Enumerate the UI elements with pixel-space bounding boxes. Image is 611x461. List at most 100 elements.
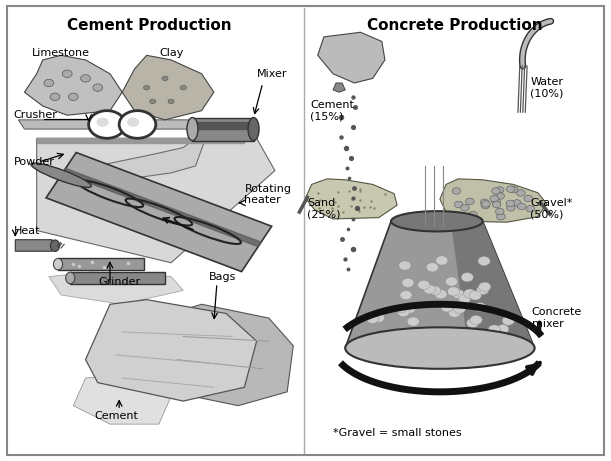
Circle shape (397, 307, 409, 317)
Circle shape (455, 201, 463, 208)
Text: Water
(10%): Water (10%) (530, 77, 564, 98)
Circle shape (62, 70, 72, 77)
Polygon shape (192, 118, 254, 141)
Ellipse shape (66, 272, 75, 284)
Circle shape (441, 303, 453, 312)
Circle shape (452, 290, 464, 299)
Circle shape (385, 331, 397, 340)
Polygon shape (58, 258, 144, 270)
Circle shape (526, 206, 535, 212)
Circle shape (68, 93, 78, 100)
Ellipse shape (54, 258, 63, 270)
Circle shape (478, 282, 491, 291)
Circle shape (507, 205, 515, 211)
Circle shape (144, 85, 150, 90)
Circle shape (466, 198, 474, 205)
Text: Clay: Clay (159, 47, 183, 58)
Circle shape (436, 256, 448, 265)
Text: Limestone: Limestone (32, 47, 90, 58)
Circle shape (81, 75, 90, 82)
Circle shape (477, 285, 489, 295)
Circle shape (507, 186, 515, 192)
Text: Concrete
mixer: Concrete mixer (532, 307, 582, 329)
Circle shape (407, 317, 419, 326)
Circle shape (516, 190, 525, 196)
Ellipse shape (248, 118, 259, 141)
Circle shape (461, 272, 474, 282)
Text: Gravel*
(50%): Gravel* (50%) (530, 198, 573, 219)
Polygon shape (116, 120, 220, 129)
Circle shape (150, 99, 156, 104)
Text: Cement: Cement (94, 411, 138, 421)
Text: Heat: Heat (13, 225, 40, 236)
Circle shape (418, 280, 430, 290)
Polygon shape (49, 272, 183, 304)
Circle shape (470, 315, 482, 325)
Circle shape (89, 111, 125, 138)
Circle shape (168, 99, 174, 104)
Text: Bags: Bags (210, 272, 236, 282)
Polygon shape (18, 120, 128, 129)
Circle shape (429, 286, 441, 295)
Polygon shape (73, 141, 205, 184)
Circle shape (478, 256, 490, 266)
Polygon shape (24, 55, 122, 115)
Text: Cement
(15%): Cement (15%) (310, 100, 354, 121)
Polygon shape (62, 168, 261, 247)
Circle shape (453, 304, 466, 313)
Circle shape (496, 193, 505, 199)
Circle shape (492, 201, 501, 208)
Circle shape (127, 118, 139, 127)
Circle shape (496, 187, 504, 193)
Circle shape (502, 316, 514, 325)
Circle shape (481, 202, 489, 209)
Circle shape (466, 319, 478, 328)
Circle shape (461, 205, 469, 211)
Circle shape (423, 285, 436, 294)
Circle shape (93, 84, 103, 91)
Circle shape (518, 203, 526, 210)
Text: *Gravel = small stones: *Gravel = small stones (333, 428, 462, 438)
Ellipse shape (31, 163, 91, 187)
Circle shape (445, 277, 458, 286)
Polygon shape (345, 221, 535, 348)
Circle shape (469, 211, 477, 218)
Polygon shape (37, 138, 275, 263)
Circle shape (469, 291, 481, 300)
Circle shape (400, 290, 412, 300)
Circle shape (399, 261, 411, 270)
Text: Concrete Production: Concrete Production (367, 18, 543, 33)
Polygon shape (46, 153, 272, 272)
Circle shape (496, 208, 504, 215)
Circle shape (497, 213, 505, 220)
Circle shape (372, 313, 384, 322)
Polygon shape (15, 240, 55, 251)
Polygon shape (306, 179, 397, 219)
Circle shape (481, 201, 490, 207)
Polygon shape (70, 272, 165, 284)
Circle shape (180, 85, 186, 90)
Circle shape (403, 304, 415, 313)
Circle shape (464, 289, 476, 298)
Circle shape (458, 294, 470, 303)
Circle shape (480, 199, 489, 206)
Circle shape (492, 188, 500, 194)
Circle shape (477, 333, 489, 343)
Polygon shape (333, 83, 345, 92)
Polygon shape (440, 179, 547, 222)
Circle shape (452, 188, 461, 194)
Text: Grinder: Grinder (98, 277, 140, 287)
Circle shape (474, 302, 486, 312)
Text: Cement Production: Cement Production (67, 18, 232, 33)
Circle shape (492, 198, 500, 205)
Circle shape (447, 287, 459, 296)
Polygon shape (153, 304, 293, 406)
Circle shape (506, 200, 514, 207)
Text: Mixer: Mixer (257, 69, 287, 79)
FancyBboxPatch shape (7, 6, 604, 455)
Circle shape (119, 111, 156, 138)
Ellipse shape (50, 240, 59, 252)
Polygon shape (450, 221, 535, 348)
Polygon shape (37, 138, 244, 143)
Circle shape (435, 290, 447, 299)
